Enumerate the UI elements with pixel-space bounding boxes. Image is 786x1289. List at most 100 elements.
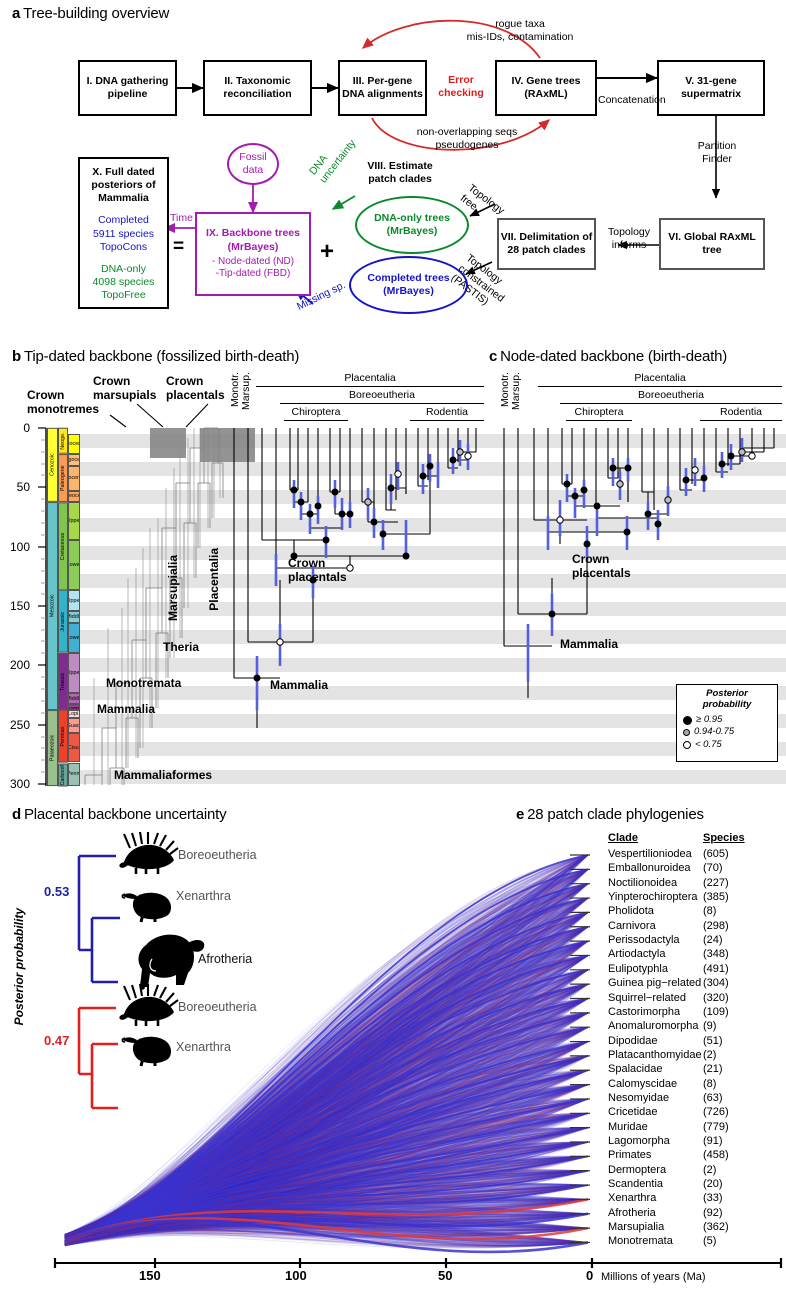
clade-name-22: Dermoptera	[608, 1163, 667, 1176]
label-equals: =	[173, 236, 185, 257]
bracket-chiroptera-c	[566, 420, 632, 421]
label-nonoverlapping: non-overlapping seqs pseudogenes	[416, 126, 518, 151]
clade-species-count-20: (91)	[703, 1135, 723, 1147]
elephant-silhouette	[138, 934, 205, 991]
clade-name-21: Primates	[608, 1149, 652, 1162]
flow-box-iv[interactable]: IV. Gene trees (RAxML)	[495, 60, 597, 116]
backbone-tick-200: 200	[9, 658, 30, 672]
label-plus: +	[320, 238, 335, 265]
flow-box-ix-sub2: -Tip-dated (FBD)	[215, 268, 291, 280]
bracket-rodentia-c	[700, 420, 782, 421]
cloudogram	[64, 854, 589, 1254]
bracket-label-placentalia-c: Placentalia	[634, 372, 686, 384]
clade-species-count-10: (320)	[703, 991, 729, 1004]
flow-box-i[interactable]: I. DNA gathering pipeline	[78, 60, 177, 116]
label-mammalia-c: Mammalia	[560, 637, 619, 651]
panel-e-title: e 28 patch clade phylogenies	[516, 806, 704, 823]
strat-cell-lopi-212: Lopi.	[68, 709, 80, 718]
flow-box-vi[interactable]: VI. Global RAxML tree	[659, 218, 765, 270]
ellipse-completed-trees[interactable]: Completed trees (MrBayes)	[349, 256, 468, 314]
strat-cell-miocene-20: Miocene	[68, 433, 80, 454]
backbone-tick-150: 150	[9, 599, 30, 613]
open-circle-icon	[683, 740, 691, 749]
clade-name-20: Lagomorpha	[608, 1135, 670, 1147]
label-theria: Theria	[163, 640, 200, 654]
label-mammaliaformes: Mammaliaformes	[114, 768, 213, 782]
flow-box-x[interactable]: X. Full dated posteriors of Mammalia Com…	[78, 157, 169, 309]
bracket-label-chiroptera-b: Chiroptera	[291, 406, 341, 418]
clade-name-7: Artiodactyla	[608, 948, 666, 961]
clade-name-2: Noctilionoidea	[608, 876, 678, 889]
bracket-placentalia-c	[538, 386, 782, 387]
panel-a-title: a Tree-building overview	[12, 5, 170, 22]
legend-row-mid: 0.94-0.75	[683, 726, 771, 738]
clade-name-14: Platacanthomyidae	[608, 1048, 702, 1061]
clade-species-count-7: (348)	[703, 948, 729, 961]
strat-cell-guad-213: Guad.	[68, 717, 80, 734]
time-axis-line	[54, 1262, 782, 1265]
posterior-probability-legend: Posterior probability ≥ 0.95 0.94-0.75 <…	[676, 684, 778, 762]
clade-name-26: Marsupialia	[608, 1221, 665, 1234]
clade-species-count-26: (362)	[703, 1221, 729, 1234]
grey-circle-icon	[683, 728, 690, 736]
clade-name-0: Vespertilioniodea	[608, 848, 692, 860]
tip-dated-tree-fossils	[84, 427, 224, 785]
bracket-label-placentalia-b: Placentalia	[344, 372, 396, 384]
flow-box-vii[interactable]: VII. Delimitation of 28 patch clades	[497, 218, 596, 270]
clade-species-count-3: (385)	[703, 891, 729, 904]
flow-box-v[interactable]: V. 31-gene supermatrix	[657, 60, 765, 116]
clade-name-6: Perissodactyla	[608, 934, 680, 947]
strat-cell-upper-24: Upper	[68, 501, 80, 540]
clade-species-count-17: (63)	[703, 1091, 723, 1104]
callout-crown-placentals: Crown placentals	[166, 374, 225, 402]
clade-name-25: Afrotheria	[608, 1206, 656, 1219]
panel-d-title: d Placental backbone uncertainty	[12, 806, 227, 823]
clade-species-count-2: (227)	[703, 876, 729, 889]
d-tip-label-0-0: Boreoeutheria	[178, 848, 257, 862]
strat-cell-lower-211: Lower	[68, 704, 80, 710]
label-mammalia-b2: Mammalia	[270, 678, 329, 692]
strat-cell-lower-28: Lower	[68, 622, 80, 653]
flow-box-x-title: X. Full dated posteriors of Mammalia	[91, 166, 156, 205]
flow-box-ix[interactable]: IX. Backbone trees (MrBayes) - Node-date…	[195, 212, 311, 296]
clade-name-23: Scandentia	[608, 1178, 664, 1191]
bracket-boreoeutheria-c	[560, 403, 782, 404]
ellipse-fossil-data[interactable]: Fossil data	[227, 143, 279, 185]
label-rogue-taxa: rogue taxa mis-IDs, contamination	[466, 18, 574, 43]
bracket-label-boreoeutheria-b: Boreoeutheria	[349, 389, 415, 401]
backbone-tick-0: 0	[23, 421, 30, 435]
d-tip-label-1-1: Xenarthra	[176, 1040, 231, 1054]
clade-species-count-21: (458)	[703, 1149, 729, 1162]
crown-fans	[150, 428, 255, 462]
clade-name-19: Muridae	[608, 1120, 648, 1133]
label-mammalia-b: Mammalia	[97, 702, 156, 716]
callout-crown-placentals-c: Crown placentals	[572, 552, 631, 580]
clade-species-count-15: (21)	[703, 1063, 723, 1076]
ellipse-dna-only-trees[interactable]: DNA-only trees (MrBayes)	[355, 196, 469, 254]
d-tip-label-0-1: Xenarthra	[176, 889, 231, 903]
flow-box-ix-sub1: - Node-dated (ND)	[211, 255, 295, 267]
posterior-prob-047: 0.47	[44, 1033, 70, 1048]
clade-name-10: Squirrel−related	[608, 991, 686, 1004]
panel-d-letter: d	[12, 806, 21, 823]
clade-name-8: Eulipotyphla	[608, 962, 668, 975]
clade-name-17: Nesomyidae	[608, 1091, 670, 1104]
strat-cell-middle-27: Middle	[68, 611, 80, 623]
bracket-boreoeutheria-b	[280, 403, 484, 404]
clade-name-5: Carnivora	[608, 919, 656, 932]
panel-b-title: b Tip-dated backbone (fossilized birth-de…	[12, 348, 300, 365]
clade-species-count-27: (5)	[703, 1235, 717, 1248]
strat-cell-upper-26: Upper	[68, 590, 80, 612]
clade-species-count-24: (33)	[703, 1192, 723, 1205]
backbone-tick-250: 250	[9, 718, 30, 732]
d-tip-label-1-0: Boreoeutheria	[178, 1000, 257, 1014]
clade-name-15: Spalacidae	[608, 1063, 663, 1076]
flow-box-ii[interactable]: II. Taxonomic reconciliation	[203, 60, 312, 116]
flow-box-iii[interactable]: III. Per-gene DNA alignments	[338, 60, 427, 116]
time-tick-100: 100	[285, 1268, 307, 1283]
clade-species-count-0: (605)	[703, 848, 729, 860]
clade-species-count-12: (9)	[703, 1020, 717, 1033]
strat-cell-cisu-214: Cisu.	[68, 733, 80, 763]
strat-cell-paleocene-23: Paleocene	[68, 490, 80, 502]
